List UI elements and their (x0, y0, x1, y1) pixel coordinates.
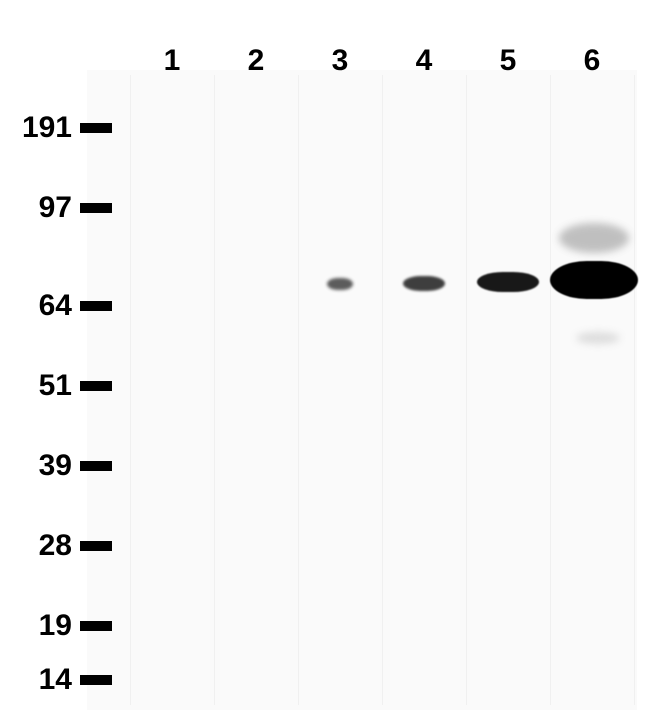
lane-separator (382, 75, 383, 705)
mw-label: 14 (39, 663, 72, 697)
mw-tick (80, 381, 112, 391)
lane-label: 4 (416, 44, 433, 78)
mw-label: 51 (39, 369, 72, 403)
mw-tick (80, 541, 112, 551)
lane-label: 3 (332, 44, 349, 78)
lane-label: 5 (500, 44, 517, 78)
mw-label: 64 (39, 289, 72, 323)
mw-tick (80, 461, 112, 471)
mw-tick (80, 203, 112, 213)
lane-label: 2 (248, 44, 265, 78)
blot-smear (559, 223, 629, 253)
blot-band (477, 272, 539, 292)
western-blot-figure: 1 2 3 4 5 6 191 97 64 51 39 28 19 14 (0, 0, 650, 725)
lane-separator (634, 75, 635, 705)
lane-label: 1 (164, 44, 181, 78)
blot-band (403, 276, 445, 291)
mw-tick (80, 301, 112, 311)
blot-smear (576, 332, 620, 344)
lane-separator (550, 75, 551, 705)
lane-separator (214, 75, 215, 705)
mw-tick (80, 123, 112, 133)
lane-separator (130, 75, 131, 705)
mw-label: 39 (39, 449, 72, 483)
blot-band (327, 278, 353, 290)
lane-separator (466, 75, 467, 705)
mw-tick (80, 621, 112, 631)
membrane-area (87, 70, 637, 710)
mw-label: 28 (39, 529, 72, 563)
mw-label: 97 (39, 191, 72, 225)
lane-separator (298, 75, 299, 705)
mw-tick (80, 675, 112, 685)
mw-label: 191 (22, 111, 72, 145)
blot-band (550, 261, 638, 299)
mw-label: 19 (39, 609, 72, 643)
lane-label: 6 (584, 44, 601, 78)
